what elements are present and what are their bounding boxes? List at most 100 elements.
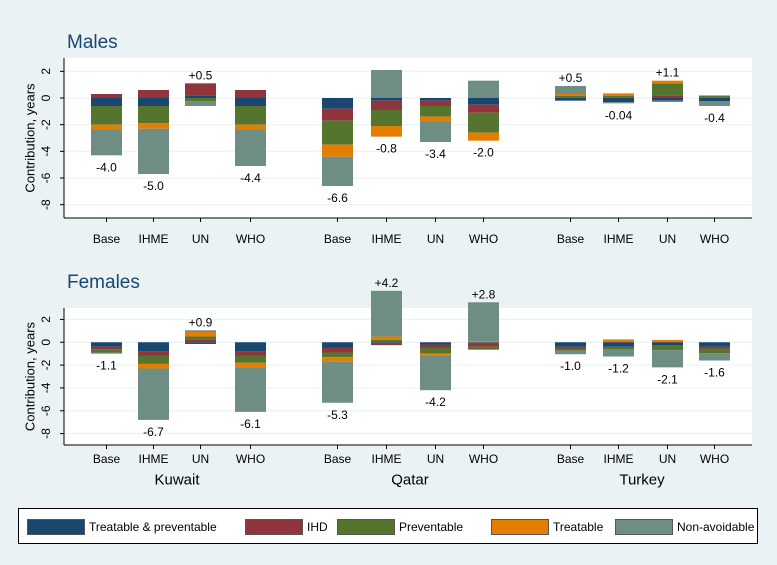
bar-segment-nonav [185, 101, 216, 106]
bar-segment-ihd [699, 97, 730, 98]
y-tick-label: 2 [39, 316, 53, 323]
x-tick-label: WHO [236, 232, 265, 246]
bar-segment-treat [322, 144, 353, 157]
x-tick-label: Base [324, 232, 352, 246]
bar-segment-tp [699, 98, 730, 102]
bar-segment-tp [235, 98, 266, 106]
x-tick-label: UN [427, 232, 444, 246]
country-label: Kuwait [154, 472, 200, 489]
country-label: Qatar [391, 472, 429, 489]
bar-segment-tp [555, 98, 586, 101]
bar-segment-treat [468, 341, 499, 343]
bar-segment-nonav [235, 367, 266, 412]
bar-segment-tp [185, 342, 216, 344]
panel-title: Males [67, 32, 118, 53]
bar-segment-tp [603, 342, 634, 347]
bar-segment-tp [468, 342, 499, 344]
bar-segment-ihd [420, 100, 451, 106]
x-tick-label: UN [192, 232, 209, 246]
legend-swatch-prev [337, 519, 395, 535]
bar-segment-nonav [371, 290, 402, 337]
bar-segment-ihd [555, 97, 586, 98]
bar-segment-nonav [652, 100, 683, 102]
x-tick-label: WHO [700, 452, 729, 466]
bar-segment-ihd [555, 346, 586, 349]
x-tick-label: Base [557, 232, 585, 246]
legend-swatch-tp [27, 519, 85, 535]
x-tick-label: IHME [372, 232, 402, 246]
y-tick-label: -2 [39, 119, 53, 130]
bar-segment-nonav [138, 368, 169, 420]
bar-segment-treat [371, 336, 402, 340]
bar-segment-ihd [603, 341, 634, 343]
bar-segment-tp [420, 342, 451, 345]
bar-segment-ihd [91, 346, 122, 350]
bar-segment-ihd [91, 94, 122, 98]
bar-segment-tp [91, 98, 122, 106]
x-tick-label: Base [557, 452, 585, 466]
bar-segment-treat [555, 94, 586, 96]
bar-segment-prev [603, 96, 634, 98]
bar-segment-prev [468, 346, 499, 350]
bar-segment-tp [652, 342, 683, 346]
bar-segment-prev [699, 348, 730, 354]
bar-segment-treat [138, 363, 169, 369]
bar-segment-nonav [371, 70, 402, 98]
x-tick-label: WHO [469, 452, 498, 466]
y-tick-label: -2 [39, 359, 53, 370]
bar-total-label: -4.2 [425, 395, 446, 409]
bar-total-label: -6.1 [240, 417, 261, 431]
bar-segment-treat [603, 93, 634, 96]
bar-segment-treat [371, 126, 402, 137]
bar-segment-ihd [468, 104, 499, 113]
bar-total-label: -6.6 [327, 191, 348, 205]
legend-swatch-nonav [615, 519, 673, 535]
bar-segment-prev [555, 96, 586, 98]
bar-segment-prev [322, 120, 353, 145]
y-axis-label: Contribution, years [23, 83, 38, 193]
bar-total-label: -1.0 [560, 359, 581, 373]
bar-total-label: -1.6 [704, 366, 725, 380]
bar-segment-tp [91, 342, 122, 347]
x-tick-label: IHME [139, 452, 169, 466]
x-tick-label: Base [93, 232, 121, 246]
bar-segment-prev [468, 112, 499, 133]
y-tick-label: -6 [39, 172, 53, 183]
bar-total-label: +0.9 [189, 315, 213, 329]
y-tick-label: 0 [39, 339, 53, 346]
bar-segment-nonav [555, 350, 586, 355]
bar-segment-ihd [371, 100, 402, 110]
bar-total-label: -5.3 [327, 408, 348, 422]
plot-area-1 [64, 308, 752, 445]
bar-segment-prev [235, 106, 266, 125]
bar-segment-prev [185, 98, 216, 102]
bar-segment-treat [91, 124, 122, 130]
y-tick-label: -4 [39, 146, 53, 157]
x-tick-label: Base [324, 452, 352, 466]
bar-segment-treat [652, 339, 683, 342]
bar-total-label: -4.4 [240, 171, 261, 185]
bar-segment-tp [235, 342, 266, 352]
bar-segment-prev [371, 110, 402, 126]
y-tick-label: -6 [39, 405, 53, 416]
bar-segment-tp [138, 342, 169, 352]
legend: Treatable & preventable IHD Preventable … [18, 508, 758, 544]
bar-segment-tp [322, 98, 353, 109]
bar-segment-ihd [699, 346, 730, 349]
bar-segment-tp [652, 98, 683, 101]
x-tick-label: IHME [139, 232, 169, 246]
bar-segment-nonav [322, 156, 353, 186]
bar-segment-ihd [468, 343, 499, 347]
bar-total-label: +0.5 [189, 68, 213, 82]
x-tick-label: WHO [236, 452, 265, 466]
bar-segment-prev [371, 339, 402, 343]
bar-segment-nonav [652, 350, 683, 368]
bar-segment-tp [185, 95, 216, 98]
bar-total-label: -5.0 [143, 179, 164, 193]
bar-segment-prev [322, 352, 353, 358]
y-tick-label: -8 [39, 428, 53, 439]
bar-segment-nonav [468, 80, 499, 98]
bar-total-label: -2.0 [473, 146, 494, 160]
bar-segment-ihd [322, 347, 353, 353]
